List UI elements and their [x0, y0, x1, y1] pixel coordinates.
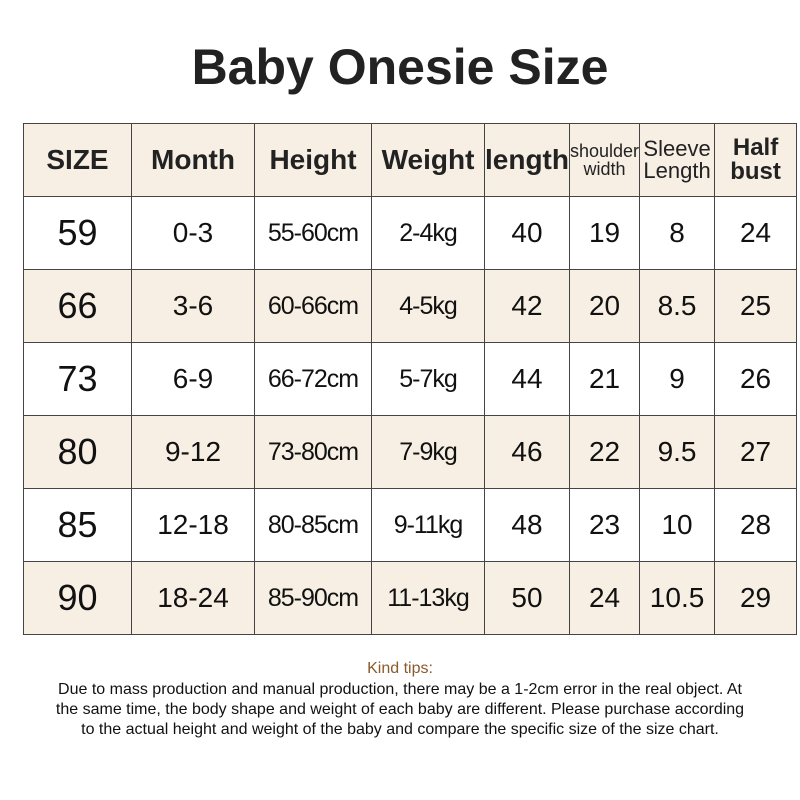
- table-cell: 24: [714, 196, 798, 270]
- table-cell: 24: [568, 561, 641, 635]
- table-row: 90 18-24 85-90cm 11-13kg 50 24 10.5 29: [23, 561, 798, 635]
- table-cell: 9.5: [639, 415, 716, 489]
- column-header: Sleeve Length: [639, 123, 716, 197]
- table-row: 85 12-18 80-85cm 9-11kg 48 23 10 28: [23, 488, 798, 562]
- table-row: 59 0-3 55-60cm 2-4kg 40 19 8 24: [23, 196, 798, 270]
- table-cell: 42: [484, 269, 570, 343]
- table-row: 80 9-12 73-80cm 7-9kg 46 22 9.5 27: [23, 415, 798, 489]
- table-cell: 59: [23, 196, 132, 270]
- table-cell: 9: [639, 342, 716, 416]
- table-cell: 85: [23, 488, 132, 562]
- table-cell: 60-66cm: [254, 269, 372, 343]
- table-cell: 29: [714, 561, 798, 635]
- table-cell: 55-60cm: [254, 196, 372, 270]
- table-cell: 27: [714, 415, 798, 489]
- tips-title: Kind tips:: [367, 660, 433, 677]
- table-cell: 26: [714, 342, 798, 416]
- table-cell: 3-6: [131, 269, 255, 343]
- table-cell: 66: [23, 269, 132, 343]
- column-header: Height: [254, 123, 372, 197]
- table-cell: 2-4kg: [371, 196, 485, 270]
- table-cell: 40: [484, 196, 570, 270]
- column-header: length: [484, 123, 570, 197]
- table-cell: 50: [484, 561, 570, 635]
- table-row: 66 3-6 60-66cm 4-5kg 42 20 8.5 25: [23, 269, 798, 343]
- table-cell: 66-72cm: [254, 342, 372, 416]
- table-cell: 10.5: [639, 561, 716, 635]
- column-header: Month: [131, 123, 255, 197]
- table-cell: 8: [639, 196, 716, 270]
- table-cell: 0-3: [131, 196, 255, 270]
- table-cell: 21: [568, 342, 641, 416]
- table-cell: 44: [484, 342, 570, 416]
- table-cell: 85-90cm: [254, 561, 372, 635]
- title: Baby Onesie Size: [191, 39, 609, 95]
- table-cell: 90: [23, 561, 132, 635]
- table-cell: 25: [714, 269, 798, 343]
- table-cell: 28: [714, 488, 798, 562]
- table-cell: 46: [484, 415, 570, 489]
- column-header: shoulder width: [568, 123, 641, 197]
- table-cell: 12-18: [131, 488, 255, 562]
- table-cell: 73-80cm: [254, 415, 372, 489]
- table-cell: 73: [23, 342, 132, 416]
- table-cell: 7-9kg: [371, 415, 485, 489]
- table-cell: 8.5: [639, 269, 716, 343]
- table-cell: 4-5kg: [371, 269, 485, 343]
- table-cell: 19: [568, 196, 641, 270]
- table-cell: 80: [23, 415, 132, 489]
- table-cell: 20: [568, 269, 641, 343]
- header-row: SIZE Month Height Weight length shoulder widt…: [23, 123, 798, 197]
- table-cell: 80-85cm: [254, 488, 372, 562]
- table-cell: 5-7kg: [371, 342, 485, 416]
- tips-body: Due to mass production and manual produc…: [55, 681, 745, 738]
- table-cell: 23: [568, 488, 641, 562]
- table-cell: 9-12: [131, 415, 255, 489]
- table-cell: 6-9: [131, 342, 255, 416]
- table-cell: 10: [639, 488, 716, 562]
- table-cell: 11-13kg: [371, 561, 485, 635]
- table-body: 59 0-3 55-60cm 2-4kg 40 19 8 24 66 3-6 60-66cm 4-5k…: [23, 196, 798, 635]
- column-header: Half bust: [714, 123, 798, 197]
- table-cell: 9-11kg: [371, 488, 485, 562]
- table-cell: 48: [484, 488, 570, 562]
- size-table: SIZE Month Height Weight length shoulder widt…: [23, 123, 798, 635]
- column-header: Weight: [371, 123, 485, 197]
- table-cell: 22: [568, 415, 641, 489]
- column-header: SIZE: [23, 123, 132, 197]
- table-cell: 18-24: [131, 561, 255, 635]
- table-row: 73 6-9 66-72cm 5-7kg 44 21 9 26: [23, 342, 798, 416]
